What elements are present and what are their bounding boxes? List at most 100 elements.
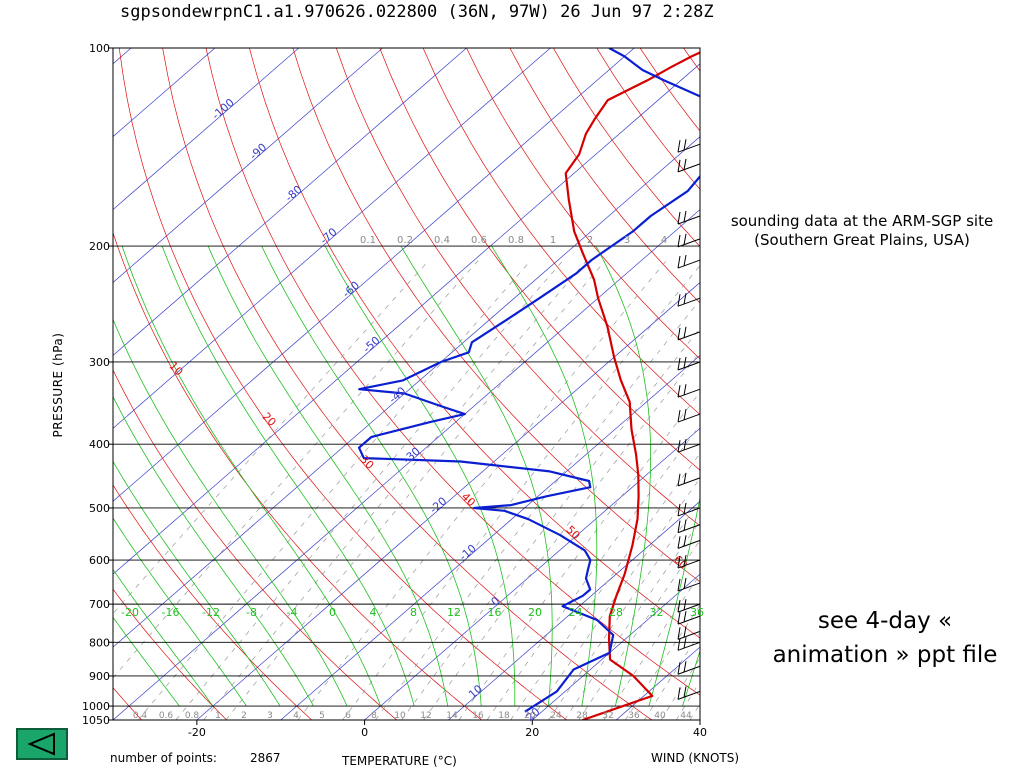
- moist-adiabat-line: [682, 649, 700, 707]
- moist-adiabat-line: [113, 568, 214, 707]
- sounding-note: sounding data at the ARM-SGP site (South…: [730, 212, 994, 249]
- dewpoint-line: [357, 48, 700, 713]
- wind-barb: [683, 439, 687, 451]
- wet-bulb-label: -20: [121, 606, 139, 619]
- isotherm-line: [532, 573, 700, 720]
- mixing-ratio-label: 20: [524, 711, 536, 721]
- wind-barb: [683, 233, 687, 245]
- mixing-ratio-label: 4: [293, 711, 299, 721]
- isotherm-line: [113, 48, 132, 65]
- mixing-ratio-label: 12: [420, 711, 431, 721]
- wind-barb: [683, 210, 687, 223]
- wind-barb: [677, 641, 701, 651]
- isotherm-label: -100: [209, 96, 236, 122]
- y-tick-label: 500: [89, 502, 110, 515]
- moist-adiabat-line: [400, 245, 553, 707]
- isotherm-line: [113, 209, 700, 720]
- mixing-ratio-label: 18: [498, 711, 510, 721]
- wind-barb: [683, 626, 687, 638]
- mixing-ratio-label: 2: [241, 711, 247, 721]
- mixing-ratio-line: [113, 259, 430, 615]
- wind-barb: [677, 559, 701, 569]
- x-tick-label: -20: [188, 726, 206, 739]
- wind-barb: [677, 524, 701, 534]
- wind-barb: [677, 357, 681, 371]
- wind-barb: [683, 637, 687, 649]
- wind-barb: [677, 690, 701, 700]
- moist-adiabat-line: [207, 245, 449, 707]
- dry-adiabat-line: [118, 48, 568, 720]
- wet-bulb-label: 8: [410, 606, 417, 619]
- dry-adiabat-line: [162, 48, 653, 720]
- mixing-ratio-line: [660, 657, 700, 720]
- wind-barb: [677, 630, 701, 640]
- mixing-ratio-line: [458, 391, 700, 720]
- mixing-ratio-label: 0.4: [434, 235, 450, 246]
- moist-adiabat-line: [113, 517, 247, 707]
- x-tick-label: 0: [361, 726, 368, 739]
- plot-frame: [112, 47, 701, 721]
- isotherm-line: [113, 48, 635, 502]
- wind-barb: [677, 615, 701, 625]
- mixing-ratio-label: 0.8: [508, 235, 524, 246]
- wind-barb: [677, 294, 681, 307]
- wind-barb: [677, 409, 681, 423]
- wind-barb: [677, 238, 701, 248]
- mixing-ratio-line: [342, 264, 700, 720]
- dry-adiabat-line: [466, 48, 700, 360]
- y-tick-label: 100: [89, 42, 110, 55]
- chart-labels: -100-90-80-70-60-50-40-30-20-10010201020…: [121, 96, 704, 724]
- wind-barb: [683, 384, 687, 396]
- mixing-ratio-label: 4: [661, 235, 667, 246]
- wind-barb: [683, 254, 687, 267]
- dry-adiabat-line: [113, 369, 398, 720]
- wet-bulb-label: 16: [488, 606, 502, 619]
- wind-barb: [683, 661, 687, 673]
- back-button[interactable]: [16, 728, 68, 760]
- wind-barb: [677, 582, 701, 592]
- mixing-ratio-label: 5: [319, 711, 325, 721]
- isotherm-line: [448, 500, 700, 720]
- wind-barb: [677, 539, 701, 549]
- wind-barb: [683, 519, 687, 531]
- dry-adiabat-line: [113, 687, 142, 720]
- mixing-ratio-line: [113, 259, 479, 679]
- y-axis-label: PRESSURE (hPa): [51, 332, 65, 438]
- mixing-ratio-label: 0.4: [133, 711, 148, 721]
- y-tick-label: 200: [89, 240, 110, 253]
- wind-barb: [677, 627, 681, 640]
- wind-barb: [677, 388, 701, 398]
- mixing-ratio-label: 0.1: [360, 235, 376, 246]
- mixing-ratio-label: 16: [472, 711, 484, 721]
- wet-bulb-label: 24: [569, 606, 583, 619]
- animation-note[interactable]: see 4-day « animation » ppt file: [772, 608, 998, 668]
- wind-barb: [677, 612, 681, 625]
- wind-barb: [683, 599, 687, 611]
- wind-barb: [677, 578, 681, 592]
- dry-adiabat-label: 60: [671, 553, 690, 572]
- mixing-ratio-label: 10: [394, 711, 406, 721]
- mixing-ratio-label: 3: [267, 711, 273, 721]
- moist-adiabat-line: [113, 318, 348, 707]
- mixing-ratio-label: 8: [371, 711, 377, 721]
- mixing-ratio-label: 14: [446, 711, 458, 721]
- wind-barb: [683, 577, 687, 590]
- wind-barb: [677, 555, 681, 569]
- y-tick-label: 700: [89, 598, 110, 611]
- dry-adiabat-line: [335, 48, 700, 527]
- wind-barb: [683, 293, 687, 305]
- x-axis-label: TEMPERATURE (°C): [342, 754, 457, 768]
- y-tick-label: 800: [89, 636, 110, 649]
- mixing-ratio-line: [603, 573, 700, 720]
- wind-barb: [677, 536, 681, 549]
- wind-barb: [677, 234, 681, 247]
- isotherm-label: -70: [318, 225, 340, 247]
- dry-adiabat-line: [249, 48, 700, 639]
- mixing-ratio-line: [510, 452, 700, 720]
- isotherm-label: -20: [427, 495, 449, 517]
- mixing-ratio-label: 2: [587, 235, 593, 246]
- wind-barb: [677, 443, 701, 453]
- isotherm-line: [113, 48, 551, 429]
- wind-barb: [677, 259, 701, 269]
